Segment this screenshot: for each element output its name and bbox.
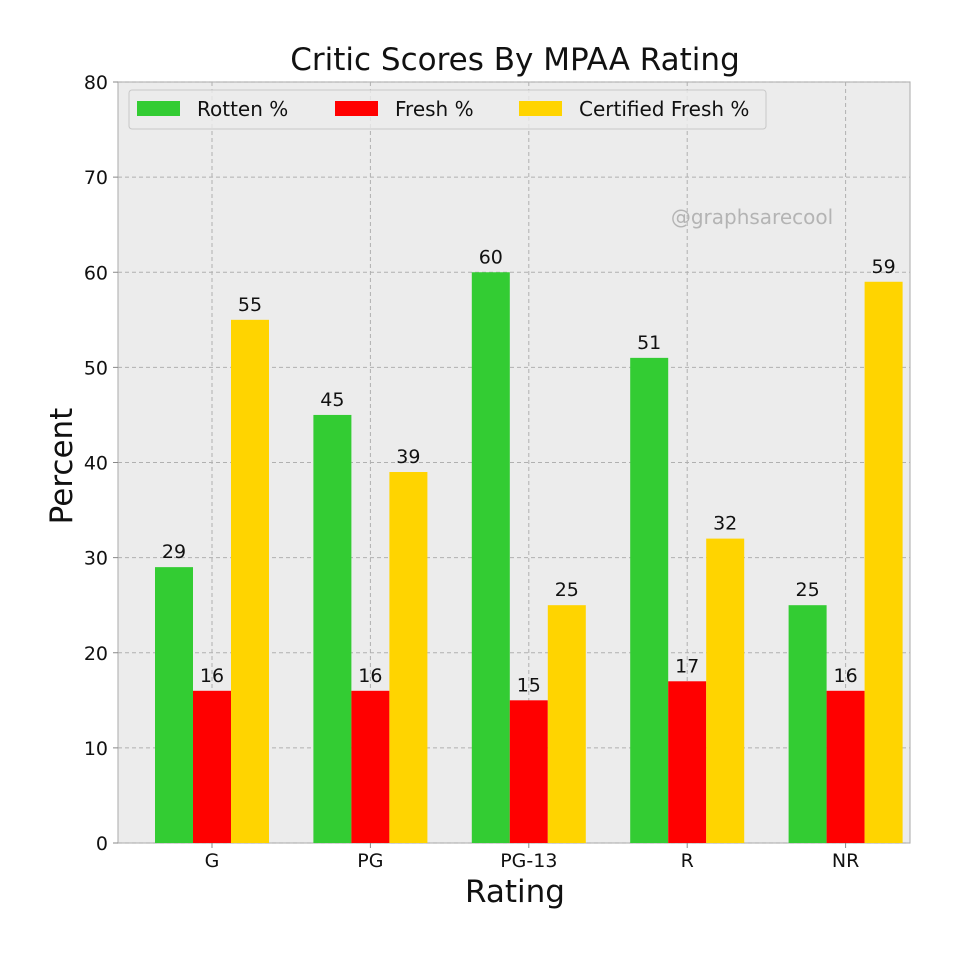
bar xyxy=(826,690,865,843)
x-tick-label: PG xyxy=(357,850,383,872)
bar xyxy=(313,414,352,843)
x-tick-label: R xyxy=(681,850,694,872)
bar-value-label: 59 xyxy=(872,256,896,278)
legend-swatch xyxy=(519,101,562,116)
bar xyxy=(630,357,669,843)
legend-swatch xyxy=(137,101,180,116)
y-tick-label: 50 xyxy=(84,357,108,379)
y-tick-label: 60 xyxy=(84,262,108,284)
bar-value-label: 60 xyxy=(479,246,503,268)
chart-title: Critic Scores By MPAA Rating xyxy=(290,42,740,78)
bar xyxy=(155,567,193,843)
legend-items: Rotten % Fresh % Certified Fresh % xyxy=(137,97,749,121)
ticks-layer: 0 10 20 30 40 50 60 70 80 G PG PG-13 R NR xyxy=(84,72,859,872)
legend-swatch xyxy=(335,101,378,116)
bars-layer xyxy=(155,272,903,843)
y-tick-label: 40 xyxy=(84,453,108,475)
bar xyxy=(668,681,707,843)
y-tick-label: 30 xyxy=(84,548,108,570)
y-tick-label: 80 xyxy=(84,72,108,94)
bar-value-label: 32 xyxy=(713,513,737,535)
watermark: @graphsarecool xyxy=(671,205,833,229)
x-tick-label: G xyxy=(205,850,220,872)
bar xyxy=(231,319,269,843)
legend-box xyxy=(128,89,767,130)
legend-label: Certified Fresh % xyxy=(579,97,749,121)
legend-label: Rotten % xyxy=(197,97,288,121)
bar-value-label: 17 xyxy=(675,655,699,677)
bar-value-label: 29 xyxy=(162,541,186,563)
x-tick-label: PG-13 xyxy=(500,850,557,872)
bar xyxy=(788,605,827,843)
bar-value-label: 16 xyxy=(834,665,858,687)
bar xyxy=(351,690,390,843)
bar xyxy=(509,700,548,843)
x-axis-label: Rating xyxy=(465,874,565,910)
y-axis-label: Percent xyxy=(44,408,80,525)
legend-label: Fresh % xyxy=(395,97,474,121)
y-tick-label: 0 xyxy=(96,833,108,855)
bar-value-label: 16 xyxy=(358,665,382,687)
bar xyxy=(706,538,745,843)
bar xyxy=(471,272,510,843)
bar xyxy=(547,605,586,843)
bar-value-label: 25 xyxy=(555,579,579,601)
bar-value-label: 45 xyxy=(320,389,344,411)
bar-value-label: 39 xyxy=(396,446,420,468)
bar-value-label: 51 xyxy=(637,332,661,354)
data-labels-layer: 29 16 55 45 16 39 60 15 25 51 17 32 25 16 59 xyxy=(162,246,896,696)
y-tick-label: 10 xyxy=(84,738,108,760)
bar xyxy=(193,690,231,843)
bar-value-label: 15 xyxy=(517,674,541,696)
legend: Rotten % Fresh % Certified Fresh % xyxy=(128,89,767,130)
bar-value-label: 25 xyxy=(796,579,820,601)
bar xyxy=(389,472,428,843)
bar-value-label: 55 xyxy=(238,294,262,316)
bar-value-label: 16 xyxy=(200,665,224,687)
x-tick-label: NR xyxy=(832,850,859,872)
bar xyxy=(864,281,903,843)
y-tick-label: 70 xyxy=(84,167,108,189)
y-tick-label: 20 xyxy=(84,643,108,665)
